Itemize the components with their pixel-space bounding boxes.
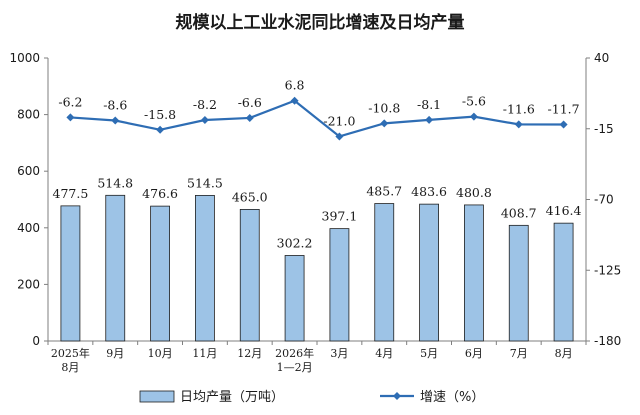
line-data-label: -8.1: [417, 97, 441, 112]
line-path: [70, 99, 564, 138]
bar: [419, 203, 439, 342]
bar: [60, 205, 81, 342]
bar: [150, 205, 170, 342]
line-series: -6.2 -8.6 -15.8 -8.2 -6.6 6.8 -21.0 -10.8 -8.1 -5…: [58, 78, 580, 141]
bar-data-label: 514.5: [187, 175, 223, 190]
bar: [239, 209, 260, 342]
left-tick-label: 1000: [9, 51, 40, 65]
category-label: 8月: [555, 347, 573, 360]
bar: [553, 222, 574, 342]
right-tick-label: 40: [594, 51, 609, 65]
line-marker: [425, 115, 434, 124]
bar: [105, 194, 126, 342]
bar: [284, 255, 305, 342]
line-marker: [335, 132, 344, 141]
line-marker: [245, 113, 254, 122]
line-data-label: -8.2: [193, 97, 217, 112]
line-marker: [559, 120, 568, 129]
left-tick-label: 200: [17, 277, 40, 291]
line-data-label: -15.8: [144, 107, 176, 122]
bar: [374, 203, 395, 342]
line-data-label: 6.8: [285, 78, 305, 93]
category-label: 12月: [237, 347, 262, 360]
legend-bar-swatch: [139, 390, 175, 403]
line-data-label: -11.7: [548, 102, 580, 117]
bar-data-label: 485.7: [366, 184, 402, 199]
left-tick-label: 600: [17, 164, 40, 178]
legend-bar-label: 日均产量（万吨）: [180, 390, 284, 405]
category-label: 1—2月: [277, 361, 313, 374]
line-data-label: -8.6: [103, 98, 127, 113]
line-marker: [469, 112, 478, 121]
bar: [508, 224, 529, 342]
category-label: 9月: [106, 347, 124, 360]
right-tick-label: -70: [594, 193, 614, 207]
bar-data-label: 302.2: [277, 235, 313, 250]
line-marker: [380, 119, 389, 128]
category-label: 2025年: [51, 346, 90, 360]
category-label: 3月: [330, 347, 348, 360]
right-tick-label: -15: [594, 122, 614, 136]
line-marker: [514, 120, 523, 129]
line-marker: [200, 116, 209, 125]
line-data-label: -11.6: [503, 101, 535, 116]
bar-data-label: 514.8: [97, 175, 133, 190]
category-label: 11月: [192, 347, 217, 360]
bar-data-label: 397.1: [322, 209, 358, 224]
category-label: 4月: [375, 347, 393, 360]
bar: [329, 228, 350, 342]
bar-data-label: 465.0: [232, 189, 268, 204]
bar-data-label: 480.8: [456, 185, 492, 200]
category-label: 2026年: [275, 346, 314, 360]
category-label: 7月: [510, 347, 528, 360]
bar-data-label: 477.5: [53, 186, 89, 201]
bar: [464, 204, 484, 342]
left-tick-label: 0: [32, 334, 40, 348]
line-marker: [111, 116, 120, 125]
left-tick-label: 400: [17, 221, 40, 235]
axes: 0 200 400 600 800 1000 40 -15 -70 -125 -180: [9, 51, 621, 348]
line-marker: [290, 96, 299, 105]
category-label: 6月: [465, 347, 483, 360]
bar: [195, 194, 215, 342]
left-tick-label: 800: [17, 108, 40, 122]
line-marker: [156, 125, 165, 134]
right-tick-label: -180: [594, 334, 621, 348]
bar-data-label: 408.7: [501, 205, 537, 220]
right-tick-label: -125: [594, 263, 621, 277]
category-label: 10月: [148, 347, 173, 360]
line-data-label: -6.2: [58, 94, 82, 109]
line-data-label: -6.6: [238, 95, 262, 110]
line-data-label: -21.0: [323, 113, 355, 128]
line-data-label: -10.8: [368, 100, 400, 115]
legend-line-label: 增速（%）: [420, 390, 484, 405]
bar-data-label: 416.4: [546, 203, 582, 218]
bar-data-label: 483.6: [411, 184, 447, 199]
legend-line-marker: [393, 392, 401, 400]
line-marker: [66, 113, 75, 122]
legend: 日均产量（万吨） 增速（%）: [139, 390, 484, 405]
chart-title: 规模以上工业水泥同比增速及日均产量: [176, 12, 465, 33]
line-data-label: -5.6: [462, 94, 486, 109]
category-label: 5月: [420, 347, 438, 360]
category-label: 8月: [61, 361, 79, 374]
bar-data-label: 476.6: [142, 186, 178, 201]
bar-series: 477.5 514.8 476.6 514.5 465.0 302.2 397.1 485.7…: [53, 175, 582, 342]
